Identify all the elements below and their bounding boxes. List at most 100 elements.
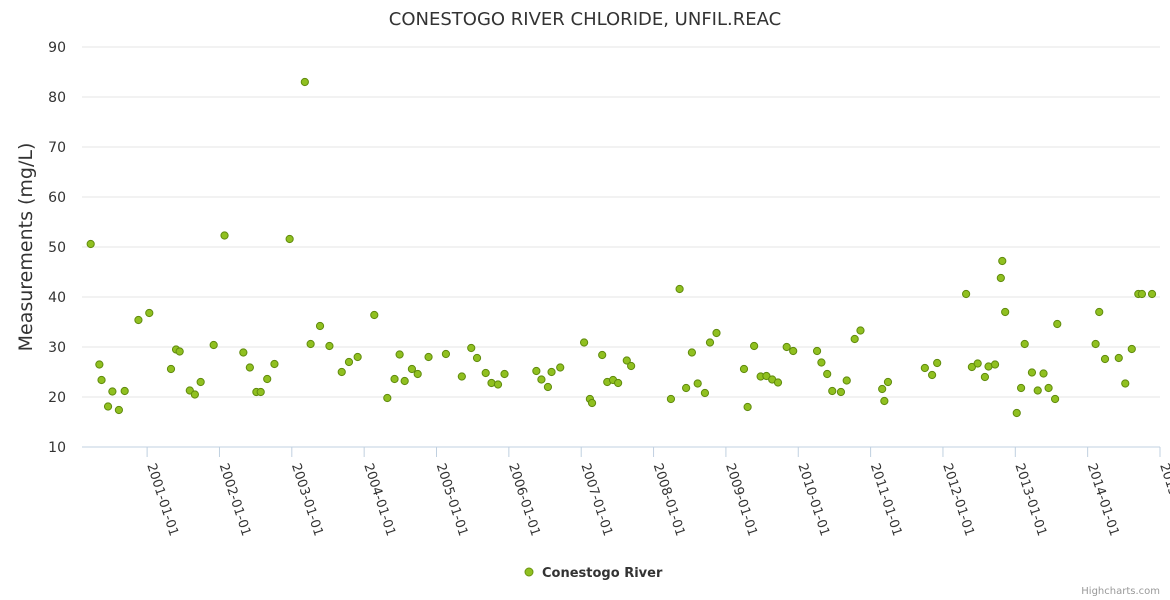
data-point[interactable] [817, 358, 826, 367]
data-point[interactable] [263, 374, 272, 384]
data-point[interactable] [920, 363, 929, 373]
data-point[interactable] [1137, 289, 1147, 299]
data-point[interactable] [743, 402, 752, 412]
data-point[interactable] [196, 377, 205, 387]
data-point[interactable] [547, 367, 556, 377]
data-point[interactable] [370, 310, 379, 320]
data-point[interactable] [413, 369, 422, 379]
data-point[interactable] [996, 273, 1005, 283]
data-point[interactable] [209, 340, 218, 350]
data-point[interactable] [967, 362, 976, 372]
data-point[interactable] [390, 374, 399, 384]
data-point[interactable] [973, 359, 982, 368]
data-point[interactable] [587, 398, 597, 408]
data-point[interactable] [828, 386, 837, 396]
data-point[interactable] [245, 363, 254, 372]
data-point[interactable] [344, 357, 354, 367]
data-point[interactable] [883, 377, 893, 387]
data-point[interactable] [95, 360, 104, 369]
data-point[interactable] [980, 372, 990, 382]
data-point[interactable] [120, 386, 129, 396]
data-point[interactable] [850, 334, 859, 344]
data-point[interactable] [353, 352, 362, 362]
data-point[interactable] [467, 343, 476, 353]
data-point[interactable] [145, 308, 154, 318]
data-point[interactable] [175, 347, 184, 356]
data-point[interactable] [580, 338, 589, 347]
data-point[interactable] [666, 394, 676, 404]
data-point[interactable] [220, 231, 229, 240]
data-point[interactable] [472, 353, 482, 363]
data-point[interactable] [1147, 289, 1157, 299]
data-point[interactable] [705, 338, 715, 347]
legend-item-conestogo-river[interactable]: Conestogo River [542, 566, 663, 581]
data-point[interactable] [543, 382, 553, 392]
data-point[interactable] [856, 326, 865, 335]
data-point[interactable] [622, 356, 631, 365]
data-point[interactable] [836, 387, 846, 397]
data-point[interactable] [687, 348, 697, 357]
data-point[interactable] [481, 368, 490, 378]
data-point[interactable] [928, 370, 937, 380]
data-point[interactable] [1091, 339, 1100, 349]
data-point[interactable] [315, 321, 325, 331]
data-point[interactable] [682, 383, 691, 393]
data-point[interactable] [1016, 383, 1026, 393]
data-point[interactable] [383, 393, 392, 403]
data-point[interactable] [773, 378, 783, 387]
data-point[interactable] [256, 387, 265, 397]
data-point[interactable] [1012, 408, 1021, 418]
data-point[interactable] [441, 349, 451, 359]
data-point[interactable] [693, 379, 702, 388]
data-point[interactable] [166, 364, 176, 374]
data-point[interactable] [1039, 369, 1048, 378]
data-point[interactable] [1033, 386, 1042, 395]
data-point[interactable] [842, 376, 851, 385]
data-point[interactable] [300, 77, 309, 87]
data-point[interactable] [190, 390, 199, 399]
data-point[interactable] [270, 359, 279, 369]
data-point[interactable] [1114, 353, 1123, 363]
data-point[interactable] [532, 366, 541, 376]
data-point[interactable] [500, 369, 509, 379]
data-point[interactable] [762, 371, 771, 381]
data-point[interactable] [990, 360, 1000, 369]
data-point[interactable] [1121, 379, 1130, 388]
data-point[interactable] [1020, 339, 1029, 349]
data-point[interactable] [1127, 344, 1136, 354]
data-point[interactable] [1044, 383, 1053, 393]
data-point[interactable] [306, 339, 315, 349]
data-point[interactable] [880, 396, 889, 406]
data-point[interactable] [812, 346, 822, 356]
data-point[interactable] [823, 369, 832, 379]
data-point[interactable] [998, 256, 1007, 266]
data-point[interactable] [1053, 319, 1062, 329]
data-point[interactable] [700, 388, 710, 398]
data-point[interactable] [285, 234, 294, 244]
data-point[interactable] [400, 376, 409, 386]
data-point[interactable] [487, 378, 496, 388]
data-point[interactable] [134, 315, 143, 325]
data-point[interactable] [493, 380, 503, 389]
data-point[interactable] [424, 352, 433, 362]
data-point[interactable] [395, 350, 404, 359]
data-point[interactable] [114, 405, 123, 415]
data-point[interactable] [239, 348, 248, 357]
data-point[interactable] [789, 346, 798, 356]
data-point[interactable] [878, 384, 887, 394]
data-point[interactable] [1027, 368, 1037, 377]
data-point[interactable] [1001, 307, 1010, 317]
data-point[interactable] [962, 289, 971, 299]
data-point[interactable] [1095, 307, 1104, 317]
data-point[interactable] [1100, 354, 1110, 364]
data-point[interactable] [97, 375, 106, 385]
data-point[interactable] [337, 367, 346, 377]
data-point[interactable] [933, 358, 942, 368]
data-point[interactable] [407, 364, 417, 374]
data-point[interactable] [556, 363, 565, 372]
data-point[interactable] [782, 342, 791, 352]
data-point[interactable] [457, 372, 466, 381]
data-point[interactable] [750, 341, 759, 351]
data-point[interactable] [614, 378, 623, 388]
data-point[interactable] [739, 364, 749, 374]
